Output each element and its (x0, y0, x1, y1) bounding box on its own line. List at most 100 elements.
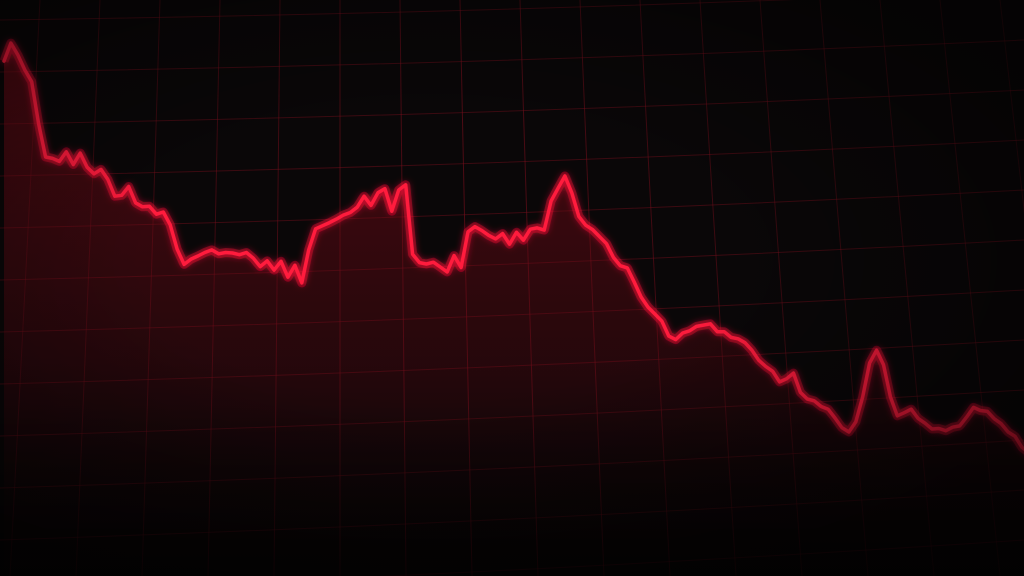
data-point (446, 270, 449, 274)
data-point (979, 409, 982, 412)
data-point (577, 215, 580, 218)
data-point (993, 417, 996, 420)
data-point (335, 217, 338, 221)
data-point (404, 183, 407, 186)
data-point (646, 305, 650, 309)
data-point (875, 349, 878, 352)
data-point (958, 424, 961, 428)
data-point (182, 263, 186, 266)
data-point (736, 337, 740, 340)
data-point (570, 191, 574, 195)
data-point (868, 361, 871, 365)
data-point (383, 187, 387, 190)
data-point (944, 429, 947, 432)
data-point (501, 232, 504, 235)
data-point (508, 243, 511, 246)
data-point (120, 194, 123, 197)
series-area (4, 43, 1024, 576)
data-point (134, 201, 137, 204)
data-point (826, 408, 830, 411)
data-point (688, 329, 691, 332)
grid-line-horizontal (0, 139, 1024, 177)
data-point (605, 242, 608, 245)
data-point (30, 80, 33, 84)
data-point (639, 295, 643, 299)
data-point (411, 253, 414, 256)
data-point (1006, 430, 1010, 434)
data-point (916, 417, 920, 420)
data-point (459, 266, 463, 269)
data-point (37, 122, 40, 125)
data-point (425, 262, 428, 266)
data-point (231, 251, 234, 255)
data-point (196, 254, 200, 258)
data-point (72, 163, 75, 166)
data-point (439, 265, 442, 269)
data-point (951, 426, 954, 429)
data-point (92, 172, 96, 175)
data-point (487, 234, 490, 237)
data-point (729, 336, 733, 339)
data-point (106, 178, 110, 181)
data-point (549, 199, 553, 203)
data-point (369, 204, 373, 207)
data-point (584, 224, 587, 227)
data-point (175, 247, 179, 251)
data-point (910, 408, 913, 411)
data-point (681, 331, 684, 335)
data-point (494, 237, 497, 241)
data-point (937, 427, 941, 430)
data-point (314, 227, 317, 230)
data-point (771, 370, 774, 373)
data-point (169, 223, 172, 226)
data-point (882, 363, 885, 366)
data-point (653, 312, 657, 316)
data-point (279, 260, 283, 263)
data-point (321, 224, 324, 227)
data-point (820, 405, 823, 408)
data-point (813, 399, 816, 402)
data-point (619, 264, 622, 267)
data-point (23, 68, 26, 72)
data-point (480, 229, 483, 232)
data-point (342, 213, 345, 217)
grid-line-horizontal (0, 89, 1024, 125)
data-point (930, 427, 934, 431)
data-point (626, 266, 629, 270)
data-point (259, 265, 262, 268)
data-point (16, 53, 20, 57)
data-point (473, 225, 477, 228)
data-point (660, 320, 664, 323)
data-point (965, 415, 968, 419)
data-point (709, 322, 712, 325)
data-point (224, 251, 227, 254)
data-point (543, 228, 546, 232)
data-point (716, 330, 719, 333)
data-point (743, 341, 747, 344)
data-point (44, 155, 47, 159)
data-point (127, 185, 130, 188)
data-point (972, 406, 975, 409)
data-point (148, 205, 151, 208)
data-point (889, 395, 892, 398)
data-point (854, 420, 857, 424)
data-point (79, 151, 82, 155)
data-point (778, 380, 781, 384)
data-point (328, 221, 331, 224)
data-point (210, 248, 213, 252)
data-point (349, 211, 352, 214)
data-point (466, 230, 470, 233)
data-point (515, 231, 518, 234)
data-point (702, 323, 705, 327)
data-point (861, 395, 864, 398)
data-point (9, 41, 13, 45)
data-point (764, 365, 767, 368)
data-point (390, 210, 393, 213)
data-point (418, 261, 421, 264)
data-point (536, 226, 539, 230)
data-point (792, 371, 795, 375)
data-point (155, 213, 158, 216)
data-point (986, 410, 989, 413)
data-point (896, 414, 899, 417)
data-point (266, 259, 269, 263)
